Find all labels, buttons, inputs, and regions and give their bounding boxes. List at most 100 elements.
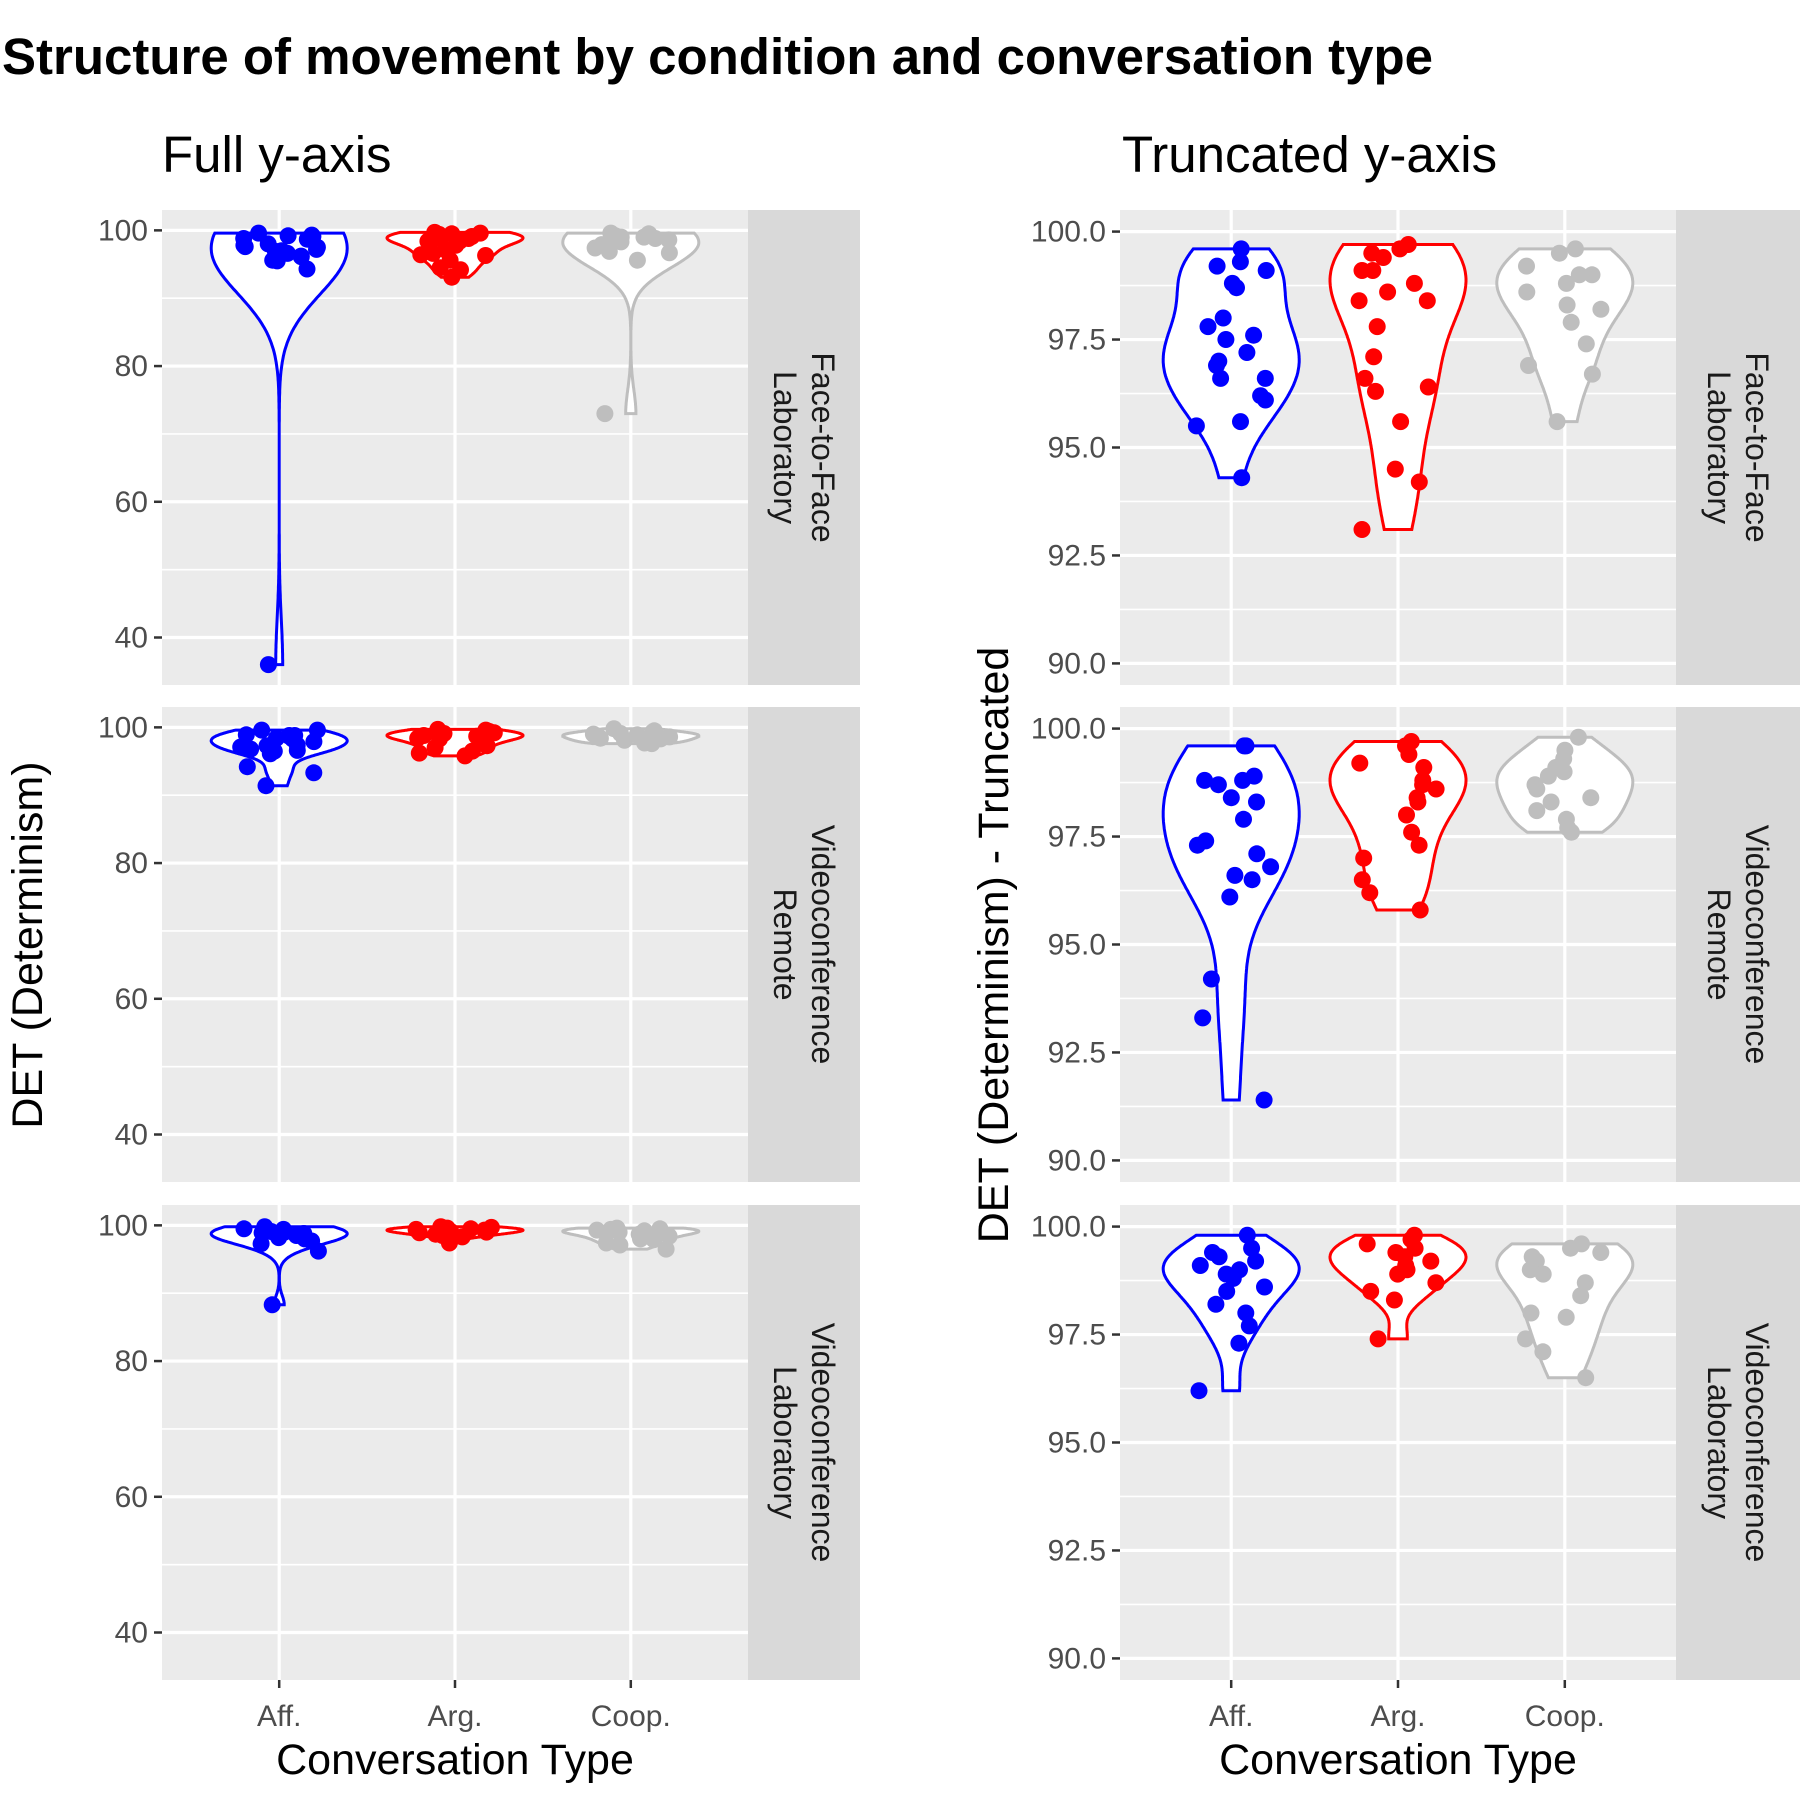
data-point bbox=[409, 729, 427, 747]
data-point bbox=[1238, 344, 1256, 361]
data-point bbox=[236, 238, 254, 256]
data-point bbox=[1190, 1382, 1208, 1400]
y-tick-label: 90.0 bbox=[1048, 647, 1106, 680]
violin-aff bbox=[209, 231, 349, 667]
data-point bbox=[1528, 802, 1546, 820]
data-point bbox=[253, 721, 271, 739]
y-tick-label: 40 bbox=[115, 1617, 148, 1650]
data-point bbox=[1231, 253, 1249, 271]
data-point bbox=[660, 244, 678, 262]
data-point bbox=[1233, 469, 1251, 487]
y-tick-label: 97.5 bbox=[1048, 1319, 1106, 1352]
facet-strip-label: Face-to-FaceLaboratory bbox=[767, 352, 841, 542]
data-point bbox=[1385, 1291, 1403, 1309]
y-tick-label: 100 bbox=[98, 214, 148, 247]
y-tick-label: 90.0 bbox=[1048, 1642, 1106, 1675]
y-tick-label: 60 bbox=[115, 1481, 148, 1514]
data-point bbox=[1582, 789, 1600, 807]
data-point bbox=[657, 1240, 675, 1258]
data-point bbox=[279, 227, 297, 245]
data-point bbox=[1262, 858, 1280, 876]
data-point bbox=[1247, 1252, 1265, 1270]
data-point bbox=[616, 731, 633, 749]
data-point bbox=[645, 1231, 663, 1249]
data-point bbox=[1230, 1334, 1248, 1352]
data-point bbox=[1188, 836, 1206, 854]
data-point bbox=[1419, 378, 1437, 396]
y-tick-label: 100.0 bbox=[1031, 216, 1106, 249]
data-point bbox=[1256, 1278, 1273, 1296]
facet-strip bbox=[748, 707, 860, 1182]
data-point bbox=[1592, 300, 1610, 318]
data-point bbox=[1369, 1330, 1387, 1348]
data-point bbox=[586, 239, 604, 257]
truncated-y-axis-chart: 90.0 92.5 95.0 97.5 100.0 Face-to-FaceLaborat… bbox=[970, 210, 1800, 1784]
y-tick-label: 95.0 bbox=[1048, 432, 1106, 465]
data-point bbox=[1243, 1239, 1261, 1257]
data-point bbox=[309, 1242, 327, 1260]
data-point bbox=[1214, 309, 1232, 327]
data-point bbox=[1224, 1269, 1242, 1287]
y-tick-label: 97.5 bbox=[1048, 324, 1106, 357]
y-tick-label: 40 bbox=[115, 1119, 148, 1152]
data-point bbox=[1240, 1317, 1258, 1335]
data-point bbox=[410, 744, 428, 762]
data-point bbox=[1522, 1304, 1540, 1322]
data-point bbox=[1577, 1369, 1595, 1387]
data-point bbox=[1386, 460, 1404, 478]
data-point bbox=[1415, 759, 1433, 776]
data-point bbox=[238, 758, 256, 776]
data-point bbox=[1592, 1244, 1610, 1261]
data-point bbox=[1558, 296, 1576, 314]
data-point bbox=[1255, 1091, 1273, 1109]
data-point bbox=[1410, 473, 1428, 491]
data-point bbox=[1389, 1265, 1407, 1283]
data-point bbox=[1351, 754, 1369, 772]
data-point bbox=[1577, 335, 1595, 353]
data-point bbox=[1202, 970, 1220, 988]
facet-strip-label: VideoconferenceRemote bbox=[767, 825, 841, 1065]
left-panel-title: Full y-axis bbox=[162, 126, 392, 183]
data-point bbox=[431, 259, 449, 277]
data-point bbox=[1228, 279, 1245, 297]
data-point bbox=[1232, 240, 1250, 258]
data-point bbox=[257, 777, 275, 795]
facet-strip bbox=[1676, 210, 1800, 685]
data-point bbox=[410, 1224, 428, 1242]
facet-panel: 90.0 92.5 95.0 97.5 100.0 Face-to-FaceLaborat… bbox=[1031, 210, 1800, 685]
y-tick-label: 40 bbox=[115, 622, 148, 655]
data-point bbox=[1576, 1274, 1594, 1292]
facet-strip bbox=[1676, 707, 1800, 1182]
data-point bbox=[1534, 1265, 1552, 1283]
data-point bbox=[268, 252, 286, 270]
data-point bbox=[660, 231, 678, 249]
data-point bbox=[1355, 849, 1373, 867]
data-point bbox=[597, 1234, 615, 1252]
plot-area bbox=[1161, 236, 1635, 538]
data-point bbox=[1521, 1261, 1539, 1279]
data-point bbox=[288, 741, 306, 759]
data-point bbox=[1356, 369, 1374, 387]
data-point bbox=[1256, 391, 1274, 409]
data-point bbox=[632, 1230, 649, 1248]
data-point bbox=[1234, 771, 1252, 789]
data-point bbox=[1221, 888, 1239, 906]
data-point bbox=[1539, 767, 1557, 785]
data-point bbox=[440, 1234, 458, 1252]
data-point bbox=[1517, 1330, 1534, 1348]
data-point bbox=[1217, 331, 1235, 348]
data-point bbox=[660, 1227, 678, 1245]
data-point bbox=[628, 251, 646, 269]
data-point bbox=[1208, 257, 1226, 275]
facet-panel: 40 60 80 100 Face-to-FaceLaboratory bbox=[98, 210, 860, 685]
data-point bbox=[1398, 806, 1415, 824]
data-point bbox=[1209, 776, 1227, 794]
y-tick-label: 80 bbox=[115, 1345, 148, 1378]
data-point bbox=[1199, 318, 1217, 336]
data-point bbox=[478, 1223, 495, 1241]
data-point bbox=[1520, 357, 1537, 374]
facet-strip-label: VideoconferenceRemote bbox=[1701, 825, 1775, 1065]
y-tick-label: 90.0 bbox=[1048, 1144, 1106, 1177]
data-point bbox=[1405, 274, 1423, 292]
data-point bbox=[1187, 417, 1205, 435]
